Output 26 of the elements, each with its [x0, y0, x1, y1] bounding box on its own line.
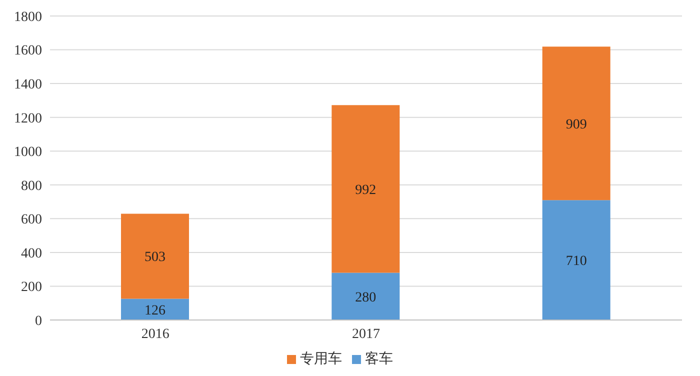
- legend-label: 客车: [365, 351, 393, 367]
- y-tick-label: 600: [21, 212, 42, 228]
- y-tick-label: 1200: [14, 111, 42, 126]
- data-label: 710: [566, 254, 587, 270]
- y-tick-label: 1000: [14, 145, 42, 160]
- y-tick-label: 0: [35, 314, 42, 329]
- data-label: 503: [144, 250, 166, 266]
- y-tick-label: 1400: [14, 78, 42, 93]
- x-tick-label: 2017: [352, 326, 380, 342]
- bar: [121, 214, 189, 299]
- data-label: 992: [355, 182, 376, 198]
- y-tick-label: 200: [21, 280, 42, 296]
- bar: [542, 200, 610, 320]
- data-label: 909: [566, 117, 587, 132]
- legend-label: 专用车: [300, 351, 342, 367]
- y-tick-label: 1800: [14, 10, 42, 25]
- y-tick-label: 400: [21, 246, 42, 262]
- y-tick-label: 1600: [14, 44, 42, 59]
- x-tick-label: 2016: [141, 326, 170, 342]
- bar: [121, 298, 189, 320]
- data-label: 280: [355, 290, 376, 306]
- bar: [542, 46, 610, 200]
- y-tick-label: 800: [21, 178, 42, 194]
- bar: [332, 272, 400, 320]
- data-label: 126: [144, 303, 166, 318]
- bar: [332, 105, 400, 273]
